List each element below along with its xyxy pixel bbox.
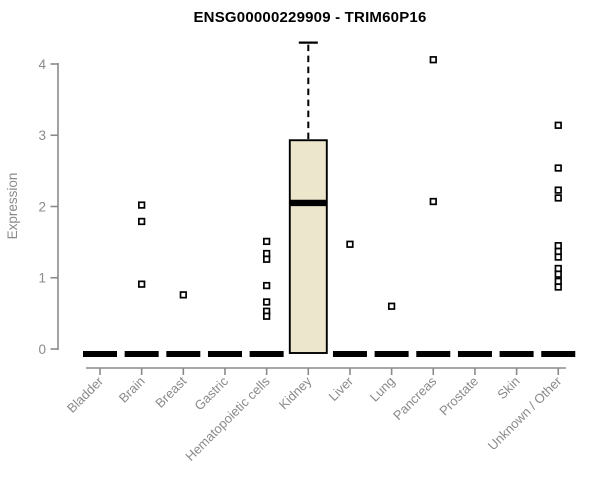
outlier-point (554, 164, 562, 172)
x-tick-label-pancreas: Pancreas (390, 373, 440, 423)
y-axis-label: Expression (5, 173, 20, 240)
box-unknown-other (541, 351, 576, 357)
x-tick-label-skin: Skin (494, 374, 522, 402)
outlier-point (554, 121, 562, 129)
box-gastric (207, 351, 242, 357)
outlier-point (554, 277, 562, 285)
outlier-point (554, 283, 562, 291)
y-tick-label: 2 (38, 199, 46, 214)
x-tick-label-liver: Liver (326, 373, 357, 404)
outlier-point (554, 247, 562, 256)
box-kidney (288, 139, 328, 354)
x-tick-label-kidney: Kidney (276, 373, 315, 412)
x-tick-label-bladder: Bladder (64, 373, 107, 416)
x-tick-label-breast: Breast (152, 373, 189, 410)
outlier-point (554, 242, 562, 250)
x-tick-label-gastric: Gastric (191, 373, 231, 413)
box-skin (499, 351, 534, 357)
outlier-point (138, 201, 146, 209)
outlier-point (179, 291, 187, 299)
outlier-point (554, 270, 562, 278)
chart-title: ENSG00000229909 - TRIM60P16 (193, 9, 427, 26)
outlier-point (262, 237, 271, 246)
outlier-point (262, 312, 271, 320)
box-lung (374, 351, 409, 357)
y-tick-label: 3 (38, 128, 46, 143)
y-tick-label: 4 (38, 57, 46, 72)
box-kidney-median (289, 199, 327, 207)
x-tick-label-unknown-other: Unknown / Other (485, 373, 565, 453)
outlier-point (262, 281, 271, 290)
outlier-point (262, 255, 271, 263)
box-pancreas (416, 351, 451, 357)
outlier-point (262, 298, 271, 306)
box-prostate (457, 351, 492, 357)
outlier-point (138, 217, 146, 226)
y-tick-label: 1 (38, 271, 46, 286)
x-tick-label-prostate: Prostate (436, 374, 481, 419)
box-hematopoietic-cells (249, 351, 284, 357)
outlier-point (262, 249, 271, 258)
outlier-point (387, 302, 396, 310)
outlier-point (554, 194, 562, 202)
x-tick-label-lung: Lung (367, 374, 398, 405)
y-tick-label: 0 (38, 342, 46, 357)
outlier-point (429, 56, 437, 64)
outlier-point (138, 280, 146, 288)
box-brain (124, 351, 159, 357)
box-liver (332, 351, 367, 357)
x-tick-label-brain: Brain (116, 374, 148, 406)
box-breast (166, 351, 201, 357)
outlier-point (554, 186, 562, 194)
box-bladder (83, 351, 117, 357)
outlier-point (554, 264, 562, 273)
outlier-point (554, 253, 562, 261)
outlier-point (346, 240, 354, 248)
outlier-point (429, 197, 437, 206)
